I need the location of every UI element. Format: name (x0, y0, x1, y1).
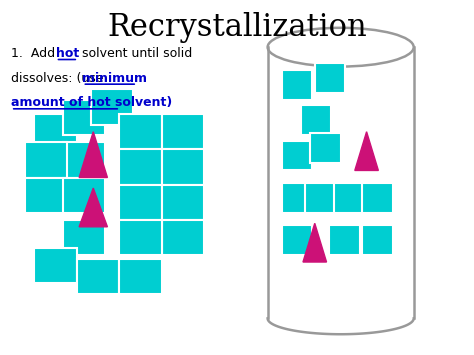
Bar (310, 133, 341, 163)
Text: 1.  Add: 1. Add (11, 47, 59, 60)
Bar (35, 114, 77, 149)
Bar (119, 220, 162, 255)
Bar (362, 225, 392, 255)
Bar (162, 114, 204, 149)
Bar (63, 178, 105, 213)
Bar (25, 142, 67, 178)
Bar (362, 183, 392, 213)
Bar (282, 141, 312, 170)
Bar (119, 185, 162, 220)
Bar (119, 149, 162, 185)
Text: solvent until solid: solvent until solid (78, 47, 192, 60)
Polygon shape (79, 132, 108, 178)
Text: amount of hot solvent): amount of hot solvent) (11, 97, 172, 109)
Text: minimum: minimum (82, 72, 152, 85)
Polygon shape (355, 132, 378, 170)
Bar (301, 105, 331, 135)
Bar (91, 89, 133, 125)
Bar (63, 100, 105, 135)
Polygon shape (303, 223, 327, 262)
Bar (282, 183, 312, 213)
Bar (329, 225, 359, 255)
Bar (162, 185, 204, 220)
Bar (315, 63, 346, 93)
Bar (119, 114, 162, 149)
Bar (63, 220, 105, 255)
Bar (162, 149, 204, 185)
Bar (162, 220, 204, 255)
Bar (77, 258, 119, 294)
Text: Recrystallization: Recrystallization (107, 12, 367, 43)
Bar (35, 248, 77, 283)
Bar (282, 225, 312, 255)
Bar (282, 70, 312, 100)
Bar (25, 178, 67, 213)
Bar (63, 142, 105, 178)
Bar (305, 183, 336, 213)
Text: dissolves: (use: dissolves: (use (11, 72, 107, 85)
Bar (334, 183, 364, 213)
Bar (119, 258, 162, 294)
Text: hot: hot (55, 47, 79, 60)
Polygon shape (79, 188, 108, 227)
